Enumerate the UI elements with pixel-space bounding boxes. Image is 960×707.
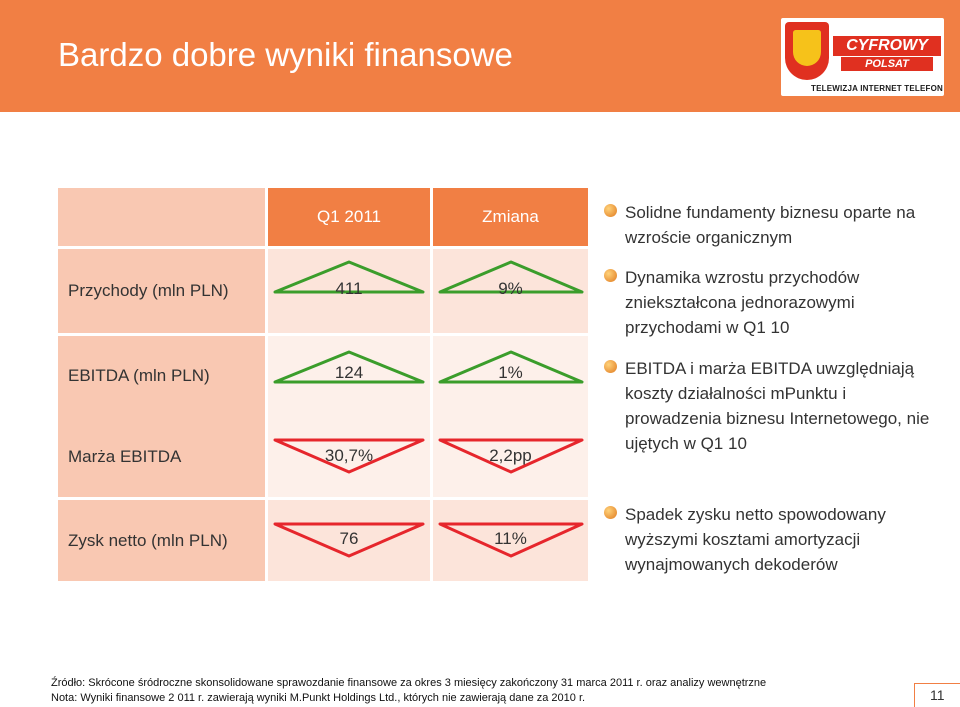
page-number: 11	[930, 687, 945, 703]
bullet-text: Dynamika wzrostu przychodów zniekształco…	[625, 268, 860, 337]
up-arrow-icon	[273, 350, 425, 384]
bullet-text: Spadek zysku netto spowodowany wyższymi …	[625, 505, 886, 574]
cyfrowy-polsat-logo: CYFROWY POLSAT TELEWIZJA INTERNET TELEFO…	[781, 18, 944, 96]
up-arrow-icon	[273, 260, 425, 294]
down-arrow-icon	[438, 438, 584, 474]
value-ebitda: 124	[334, 363, 364, 382]
change-ebitda-margin: 2,2pp	[489, 446, 532, 465]
value-ebitda-margin: 30,7%	[324, 446, 374, 465]
col-header-change: Zmiana	[433, 188, 588, 246]
up-arrow-icon	[438, 260, 584, 294]
bullet-icon	[604, 506, 617, 519]
row-label-revenue: Przychody (mln PLN)	[58, 249, 265, 333]
bullet-icon	[604, 269, 617, 282]
logo-line1: CYFROWY	[833, 36, 941, 56]
bullet-text: Solidne fundamenty biznesu oparte na wzr…	[625, 203, 916, 247]
down-arrow-icon	[438, 522, 584, 558]
row-label-net-profit: Zysk netto (mln PLN)	[58, 500, 265, 581]
table-corner-cell	[58, 188, 265, 246]
row-label-ebitda: EBITDA (mln PLN)	[58, 336, 265, 416]
logo-line2: POLSAT	[841, 57, 933, 71]
down-arrow-icon	[273, 438, 425, 474]
bullet-icon	[604, 204, 617, 217]
row-cell-bg	[268, 500, 430, 581]
up-arrow-icon	[438, 350, 584, 384]
page-number-frame	[914, 683, 960, 707]
bullet-text: EBITDA i marża EBITDA uwzględniają koszt…	[625, 359, 930, 453]
logo-shield-icon	[785, 22, 829, 80]
change-revenue: 9%	[498, 279, 523, 298]
source-note: Źródło: Skrócone śródroczne skonsolidowa…	[51, 677, 767, 689]
row-cell-bg	[433, 500, 588, 581]
value-net-profit: 76	[339, 529, 359, 548]
row-label-ebitda-margin: Marża EBITDA	[58, 416, 265, 497]
footnote: Nota: Wyniki finansowe 2 011 r. zawieraj…	[51, 692, 586, 704]
value-revenue: 411	[335, 279, 363, 298]
slide-title: Bardzo dobre wyniki finansowe	[58, 36, 513, 73]
row-cell-bg	[268, 336, 430, 497]
header-band: Bardzo dobre wyniki finansowe CYFROWY PO…	[0, 0, 960, 112]
change-ebitda: 1%	[498, 363, 523, 382]
bullet-icon	[604, 360, 617, 373]
change-net-profit: 11%	[494, 529, 527, 548]
col-header-q1: Q1 2011	[268, 188, 430, 246]
logo-tagline: TELEWIZJA INTERNET TELEFON	[810, 84, 943, 93]
down-arrow-icon	[273, 522, 425, 558]
